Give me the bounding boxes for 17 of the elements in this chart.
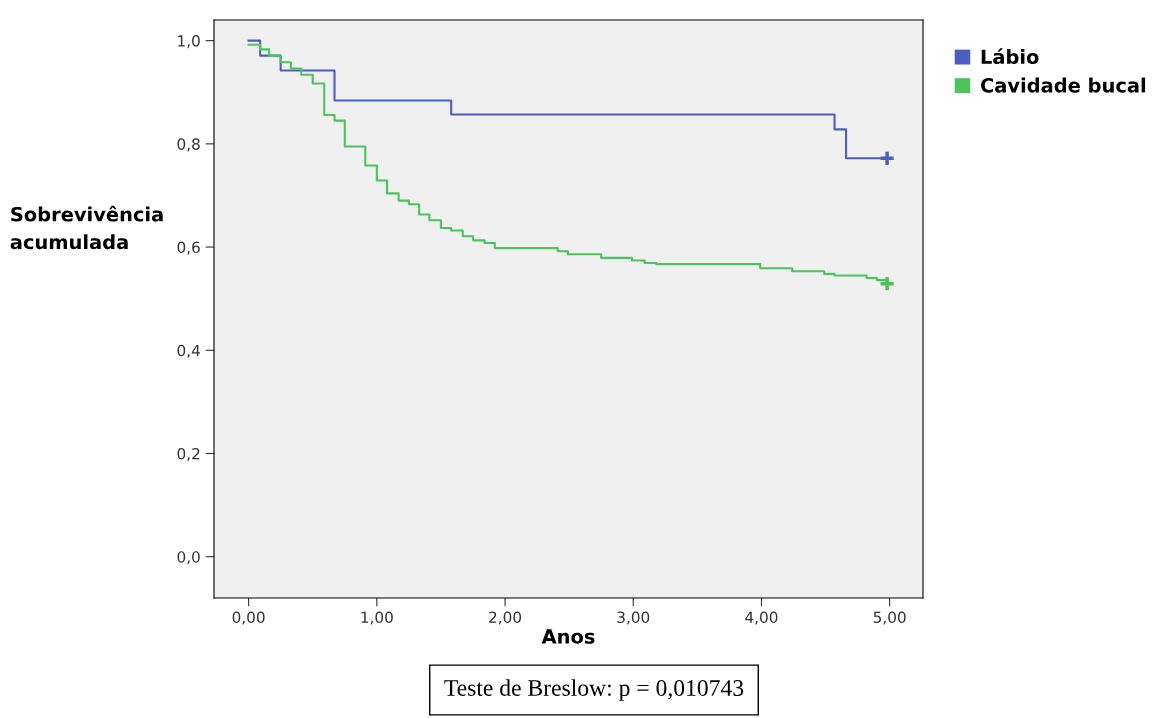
legend-label: Cavidade bucal [980,77,1146,93]
y-tick-label: 0,0 [177,551,200,565]
y-tick-label: 0,2 [177,447,200,462]
y-tick-label: 0,6 [177,241,200,255]
y-tick-label: 1,0 [178,35,200,49]
y-axis-title: Sobrevivência acumulada [10,205,163,250]
legend-label: Lábio [981,48,1039,65]
x-tick-label: 2,00 [489,611,522,625]
x-tick-label: 5,00 [873,611,906,625]
x-tick-label: 0,00 [232,611,265,625]
x-tick-label: 3,00 [617,611,650,625]
x-tick-label: 4,00 [745,611,778,625]
y-tick-label: 0,8 [177,138,200,152]
x-axis-title: Anos [541,629,595,644]
y-tick-label: 0,4 [177,344,200,358]
x-tick-label: 1,00 [361,611,393,625]
text: Teste de Breslow: p = 0,010743 [444,679,744,701]
